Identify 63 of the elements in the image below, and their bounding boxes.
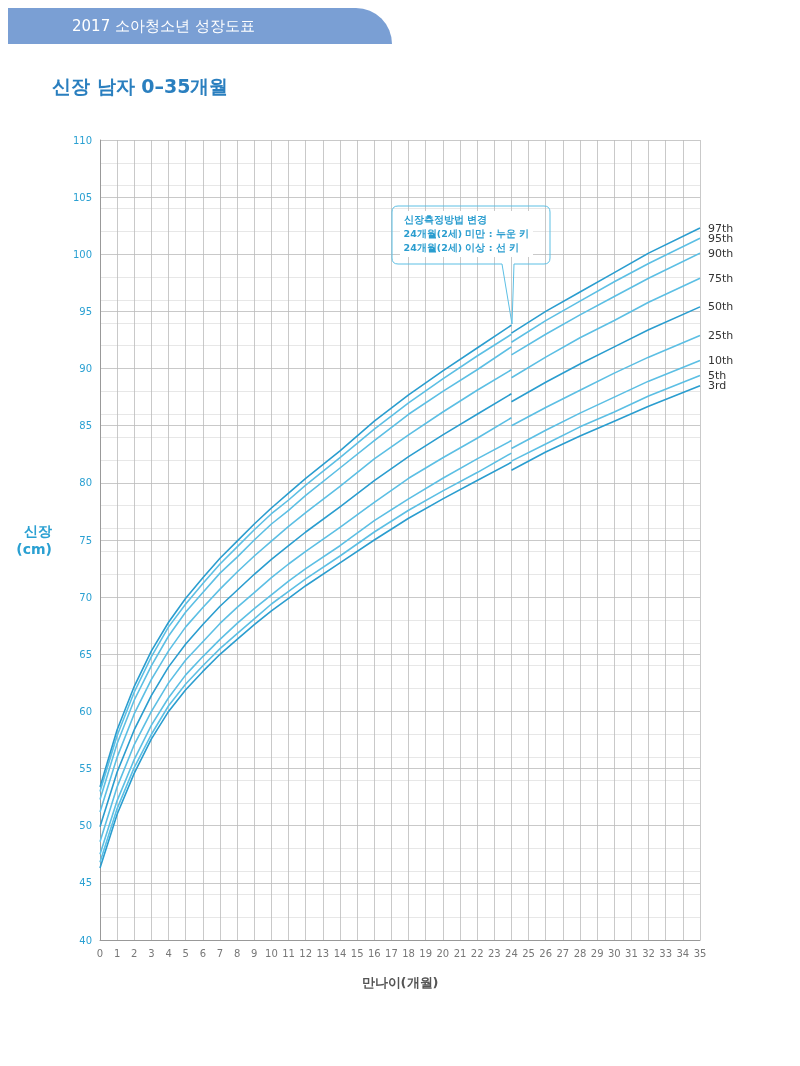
series-label: 10th	[708, 354, 734, 368]
y-tick-label: 50	[79, 820, 92, 832]
x-tick-label: 8	[233, 947, 241, 959]
series-label: 75th	[708, 271, 734, 285]
x-tick-label: 29	[590, 947, 604, 959]
y-axis-title: 신장 (cm)	[16, 523, 52, 557]
x-tick-label: 25	[522, 947, 535, 959]
x-tick-label: 15	[350, 947, 364, 959]
x-tick-label: 23	[487, 947, 501, 959]
x-tick-label: 5	[182, 947, 189, 959]
x-tick-label: 16	[367, 947, 381, 959]
y-tick-label: 80	[79, 477, 92, 489]
x-tick-label: 18	[402, 947, 415, 959]
x-tick-label: 11	[282, 947, 295, 959]
series-label: 90th	[708, 246, 734, 260]
x-tick-label: 10	[265, 947, 278, 959]
x-tick-label: 28	[573, 947, 587, 959]
y-tick-label: 95	[79, 305, 92, 317]
x-tick-label: 27	[556, 947, 570, 959]
x-tick-label: 26	[539, 947, 553, 959]
series-label: 50th	[708, 300, 734, 314]
x-tick-label: 24	[505, 947, 518, 959]
x-tick-label: 6	[199, 947, 207, 959]
y-tick-label: 105	[72, 191, 92, 203]
x-tick-label: 21	[453, 947, 467, 959]
x-tick-label: 2	[131, 947, 138, 959]
chart-title: 신장 남자 0–35개월	[52, 74, 230, 99]
x-axis-title: 만나이(개월)	[361, 975, 439, 990]
x-tick-label: 33	[659, 947, 673, 959]
series-label: 5th	[708, 368, 727, 382]
x-tick-label: 14	[333, 947, 347, 959]
x-tick-label: 4	[165, 947, 172, 959]
header-banner: 2017 소아청소년 성장도표	[8, 8, 392, 44]
x-tick-label: 7	[216, 947, 224, 959]
y-tick-label: 90	[79, 363, 92, 375]
y-tick-label: 75	[79, 534, 92, 546]
x-tick-label: 1	[113, 947, 121, 959]
x-tick-label: 32	[642, 947, 655, 959]
x-tick-label: 9	[251, 947, 258, 959]
annotation: 신장측정방법 변경 24개월(2세) 미만 : 누운 키 24개월(2세) 이상 : 선 키	[399, 211, 534, 257]
x-tick-label: 3	[148, 947, 155, 959]
y-tick-label: 85	[79, 420, 92, 432]
x-tick-label: 0	[96, 947, 104, 959]
y-tick-label: 110	[72, 134, 92, 146]
x-tick-label: 22	[470, 947, 484, 959]
y-tick-label: 40	[79, 934, 92, 946]
y-tick-label: 65	[79, 648, 92, 660]
x-tick-label: 30	[607, 947, 621, 959]
y-tick-label: 55	[79, 763, 92, 775]
x-tick-label: 19	[419, 947, 433, 959]
x-tick-label: 12	[299, 947, 313, 959]
y-tick-label: 45	[79, 877, 92, 889]
x-tick-label: 17	[385, 947, 398, 959]
y-tick-label: 60	[79, 705, 92, 717]
y-tick-label: 100	[72, 248, 92, 260]
x-tick-label: 35	[693, 947, 707, 959]
x-tick-label: 20	[436, 947, 450, 959]
y-tick-label: 70	[79, 591, 92, 603]
series-label: 3rd	[708, 379, 727, 393]
series-label: 25th	[708, 328, 734, 342]
x-tick-label: 34	[676, 947, 690, 959]
x-tick-label: 31	[625, 947, 638, 959]
x-tick-label: 13	[316, 947, 330, 959]
